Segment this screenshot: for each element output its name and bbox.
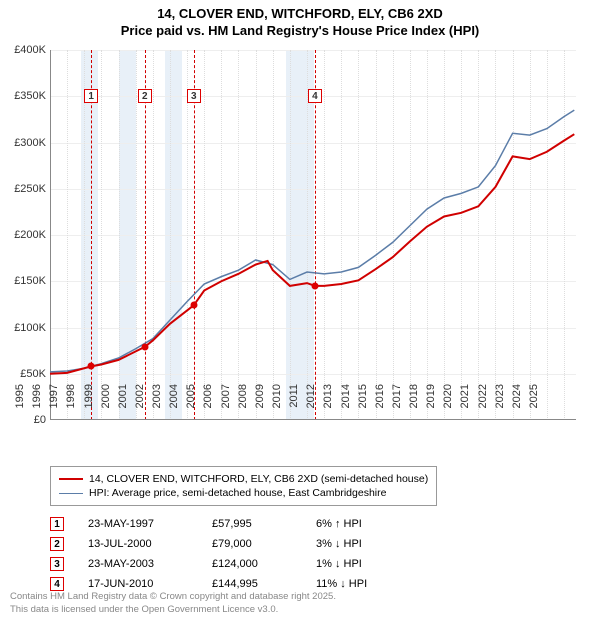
x-axis-label: 2007 — [220, 384, 232, 424]
footer-line2: This data is licensed under the Open Gov… — [10, 604, 336, 616]
x-axis-label: 1996 — [31, 384, 43, 424]
x-axis-label: 2005 — [185, 384, 197, 424]
x-axis-label: 2017 — [391, 384, 403, 424]
sale-price: £144,995 — [212, 578, 292, 590]
x-axis-label: 2008 — [237, 384, 249, 424]
x-axis-label: 2020 — [442, 384, 454, 424]
x-axis-label: 2011 — [288, 384, 300, 424]
legend: 14, CLOVER END, WITCHFORD, ELY, CB6 2XD … — [50, 466, 437, 506]
y-axis-label: £150K — [14, 275, 46, 287]
x-axis-label: 2003 — [151, 384, 163, 424]
sales-row: 1 23-MAY-1997 £57,995 6% ↑ HPI — [50, 514, 406, 534]
legend-swatch-hpi — [59, 493, 83, 494]
sale-date: 13-JUL-2000 — [88, 538, 188, 550]
x-axis-label: 2012 — [305, 384, 317, 424]
x-axis-label: 1997 — [48, 384, 60, 424]
y-axis-label: £250K — [14, 183, 46, 195]
line-series — [50, 50, 576, 420]
sales-table: 1 23-MAY-1997 £57,995 6% ↑ HPI 2 13-JUL-… — [50, 514, 406, 594]
x-axis-label: 2013 — [322, 384, 334, 424]
sale-hpi: 1% ↓ HPI — [316, 558, 406, 570]
sale-date: 23-MAY-1997 — [88, 518, 188, 530]
sale-date: 17-JUN-2010 — [88, 578, 188, 590]
x-axis-label: 1998 — [65, 384, 77, 424]
y-axis-label: £50K — [20, 368, 46, 380]
x-axis-label: 2015 — [357, 384, 369, 424]
sales-row: 3 23-MAY-2003 £124,000 1% ↓ HPI — [50, 554, 406, 574]
legend-label-hpi: HPI: Average price, semi-detached house,… — [89, 487, 386, 499]
x-axis-label: 2019 — [425, 384, 437, 424]
legend-item-hpi: HPI: Average price, semi-detached house,… — [59, 487, 428, 499]
sale-hpi: 11% ↓ HPI — [316, 578, 406, 590]
sale-price: £124,000 — [212, 558, 292, 570]
sale-point — [190, 302, 197, 309]
x-axis-label: 2024 — [511, 384, 523, 424]
x-axis-label: 2002 — [134, 384, 146, 424]
chart-area: 1234 £0£50K£100K£150K£200K£250K£300K£350… — [10, 46, 590, 466]
x-axis-label: 2006 — [202, 384, 214, 424]
x-axis-label: 1995 — [14, 384, 26, 424]
sale-price: £79,000 — [212, 538, 292, 550]
y-axis-label: £400K — [14, 44, 46, 56]
x-axis-label: 2016 — [374, 384, 386, 424]
legend-swatch-property — [59, 478, 83, 480]
x-axis-label: 2023 — [494, 384, 506, 424]
sale-marker-4: 4 — [308, 89, 322, 103]
legend-item-property: 14, CLOVER END, WITCHFORD, ELY, CB6 2XD … — [59, 473, 428, 485]
x-axis-label: 2022 — [477, 384, 489, 424]
legend-label-property: 14, CLOVER END, WITCHFORD, ELY, CB6 2XD … — [89, 473, 428, 485]
sale-marker-2: 2 — [138, 89, 152, 103]
x-axis-label: 2021 — [459, 384, 471, 424]
sale-marker: 3 — [50, 557, 64, 571]
series-hpi — [50, 110, 574, 372]
x-axis-label: 2025 — [528, 384, 540, 424]
x-axis-label: 2004 — [168, 384, 180, 424]
x-axis-label: 1999 — [83, 384, 95, 424]
sales-row: 2 13-JUL-2000 £79,000 3% ↓ HPI — [50, 534, 406, 554]
x-axis-label: 2010 — [271, 384, 283, 424]
x-axis-label: 2001 — [117, 384, 129, 424]
y-axis-label: £300K — [14, 137, 46, 149]
sale-point — [311, 282, 318, 289]
y-axis-label: £100K — [14, 322, 46, 334]
x-axis-label: 2018 — [408, 384, 420, 424]
sale-point — [88, 363, 95, 370]
title-sub: Price paid vs. HM Land Registry's House … — [0, 23, 600, 38]
x-axis-label: 2000 — [100, 384, 112, 424]
sale-marker: 1 — [50, 517, 64, 531]
sale-marker-3: 3 — [187, 89, 201, 103]
title-main: 14, CLOVER END, WITCHFORD, ELY, CB6 2XD — [0, 6, 600, 21]
sale-marker: 2 — [50, 537, 64, 551]
x-axis-label: 2014 — [340, 384, 352, 424]
sale-point — [141, 343, 148, 350]
sale-marker: 4 — [50, 577, 64, 591]
footer-line1: Contains HM Land Registry data © Crown c… — [10, 591, 336, 603]
sale-date: 23-MAY-2003 — [88, 558, 188, 570]
y-axis-label: £350K — [14, 90, 46, 102]
series-property — [50, 134, 574, 374]
sale-hpi: 6% ↑ HPI — [316, 518, 406, 530]
sale-price: £57,995 — [212, 518, 292, 530]
y-axis-label: £200K — [14, 229, 46, 241]
chart-title-block: 14, CLOVER END, WITCHFORD, ELY, CB6 2XD … — [0, 0, 600, 38]
sale-marker-1: 1 — [84, 89, 98, 103]
x-axis-label: 2009 — [254, 384, 266, 424]
footer-attribution: Contains HM Land Registry data © Crown c… — [10, 591, 336, 616]
sale-hpi: 3% ↓ HPI — [316, 538, 406, 550]
